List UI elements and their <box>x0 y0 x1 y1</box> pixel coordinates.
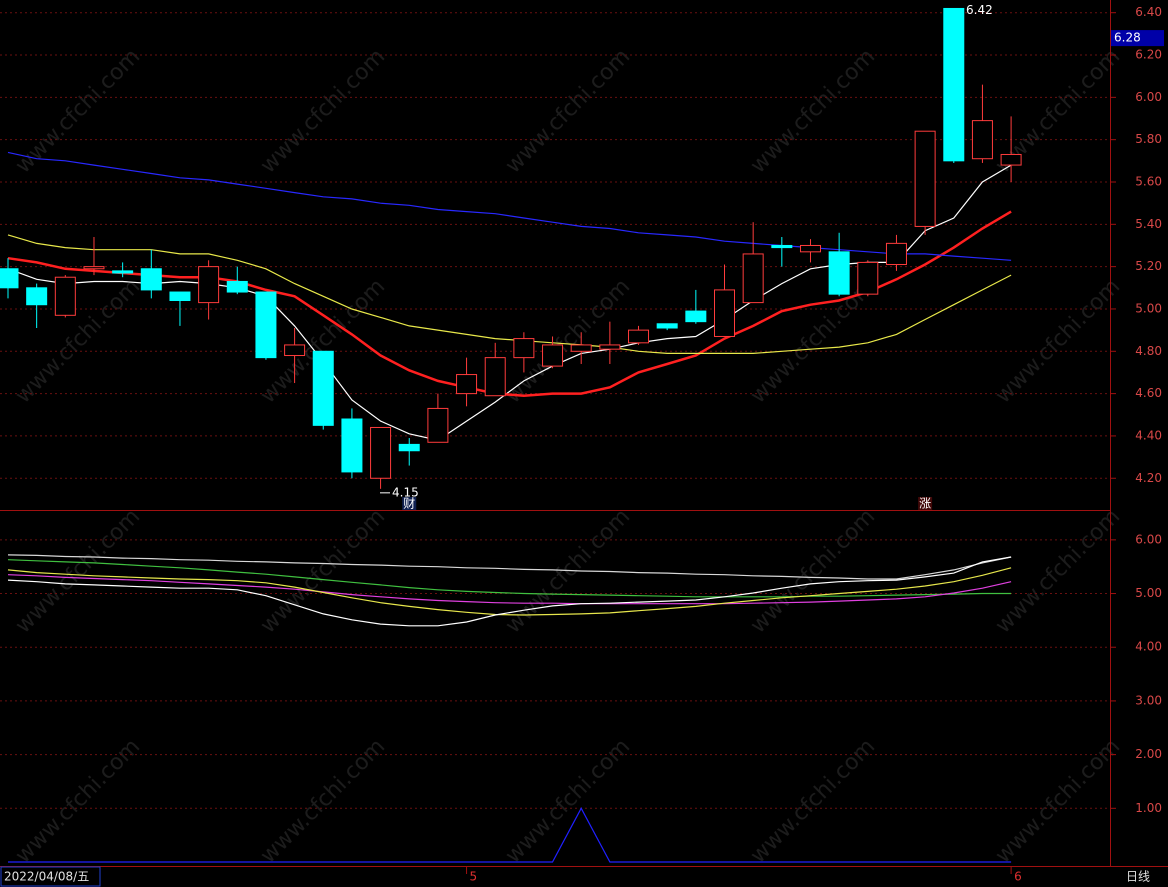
candle-body <box>1000 153 1022 166</box>
y-tick-label: 4.20 <box>1135 471 1162 485</box>
candle-body <box>599 344 621 350</box>
event-box <box>918 497 933 510</box>
candle-body <box>885 242 907 266</box>
candle-body <box>427 407 449 443</box>
x-tick-label: 6 <box>1014 870 1022 884</box>
candle-body <box>26 287 48 306</box>
candle-body <box>570 344 592 352</box>
y-tick-label: 6.00 <box>1135 90 1162 104</box>
candle-body <box>799 244 821 253</box>
watermark: www.cfchi.com <box>991 504 1125 638</box>
candle-body <box>943 7 965 162</box>
ma-line <box>8 807 1012 863</box>
date-label: 2022/04/08/五 <box>4 870 89 884</box>
ma-line <box>7 556 1012 627</box>
watermark: www.cfchi.com <box>991 274 1125 408</box>
ma-line <box>7 151 1012 261</box>
candle-body <box>54 276 76 316</box>
watermark: www.cfchi.com <box>746 504 880 638</box>
y-tick-label: 5.60 <box>1135 174 1162 188</box>
candle-body <box>0 268 19 289</box>
event-label: 财 <box>403 497 415 511</box>
candle-body <box>312 350 334 426</box>
candle-body <box>685 310 707 323</box>
candle-body <box>914 130 936 227</box>
ma-line <box>7 554 1012 580</box>
candle-body <box>656 323 678 329</box>
y-tick-label: 3.00 <box>1135 693 1162 707</box>
high-label: 6.42 <box>966 3 993 17</box>
watermark: www.cfchi.com <box>501 44 635 178</box>
candle-body <box>542 344 564 367</box>
candle-body <box>226 280 248 293</box>
watermark: www.cfchi.com <box>11 44 145 178</box>
candle-body <box>742 253 764 304</box>
candle-body <box>456 374 478 395</box>
ma-line <box>7 574 1012 605</box>
candle-body <box>971 120 993 160</box>
candle-body <box>370 426 392 479</box>
watermark: www.cfchi.com <box>11 504 145 638</box>
candle-body <box>112 270 134 274</box>
y-tick-label: 5.80 <box>1135 132 1162 146</box>
y-tick-label: 6.20 <box>1135 48 1162 62</box>
event-label: 涨 <box>919 496 931 511</box>
candle-body <box>198 266 220 304</box>
candle-body <box>771 244 793 249</box>
candle-body <box>140 268 162 291</box>
y-tick-label: 5.00 <box>1135 301 1162 315</box>
last-price-box <box>1111 30 1164 47</box>
candle-body <box>169 291 191 301</box>
y-tick-label: 4.40 <box>1135 428 1162 442</box>
candle-body <box>484 357 506 397</box>
candle-body <box>828 251 850 295</box>
low-label: 4.15 <box>392 485 419 499</box>
watermark: www.cfchi.com <box>256 44 390 178</box>
candle-body <box>284 344 306 357</box>
watermark: www.cfchi.com <box>256 504 390 638</box>
candle-body <box>398 443 420 452</box>
watermark: www.cfchi.com <box>746 44 880 178</box>
y-tick-label: 4.60 <box>1135 386 1162 400</box>
event-box <box>402 497 417 510</box>
y-tick-label: 6.40 <box>1135 5 1162 19</box>
candle-body <box>255 291 277 359</box>
y-tick-label: 1.00 <box>1135 801 1162 815</box>
candle-body <box>83 266 105 270</box>
candle-body <box>857 261 879 295</box>
x-tick-label: 5 <box>470 870 478 884</box>
y-tick-label: 6.00 <box>1135 532 1162 546</box>
period-label[interactable]: 日线 <box>1126 870 1150 884</box>
date-box <box>0 866 101 887</box>
y-tick-label: 2.00 <box>1135 747 1162 761</box>
ma-line <box>7 559 1012 598</box>
last-price-label: 6.28 <box>1114 31 1141 45</box>
y-tick-label: 4.80 <box>1135 344 1162 358</box>
ma-line <box>7 210 1012 397</box>
candle-body <box>513 338 535 359</box>
y-tick-label: 5.40 <box>1135 217 1162 231</box>
candle-body <box>341 418 363 473</box>
y-tick-label: 5.20 <box>1135 259 1162 273</box>
candle-body <box>628 329 650 344</box>
ma-line <box>7 234 1012 354</box>
candle-body <box>714 289 735 337</box>
ma-line <box>7 567 1012 616</box>
y-tick-label: 5.00 <box>1135 586 1162 600</box>
y-tick-label: 4.00 <box>1135 640 1162 654</box>
